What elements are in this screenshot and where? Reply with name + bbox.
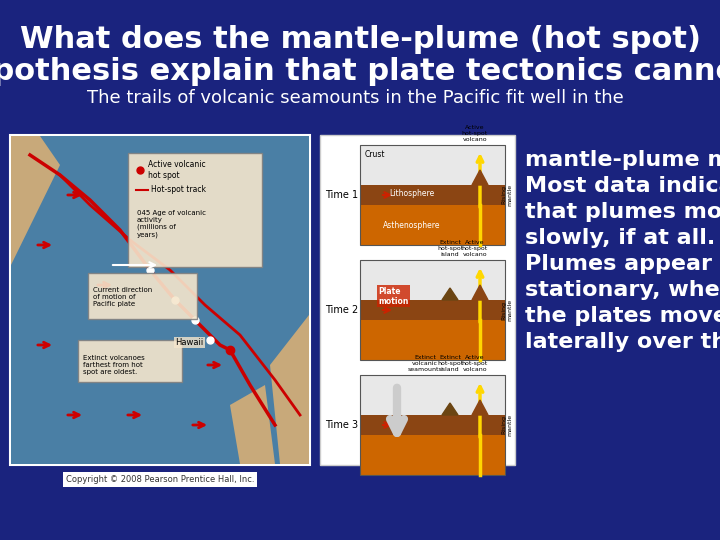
Bar [360, 205, 505, 245]
Bar [11, 136, 309, 464]
Text: Active
hot-spot
volcano: Active hot-spot volcano [462, 125, 488, 142]
Text: Extinct
hot-spot
island: Extinct hot-spot island [437, 240, 463, 257]
Text: Time 3: Time 3 [325, 420, 358, 430]
Text: Rising
mantle: Rising mantle [502, 184, 513, 206]
Text: Current direction
of motion of
Pacific plate: Current direction of motion of Pacific p… [93, 287, 152, 307]
Text: slowly, if at all.: slowly, if at all. [525, 228, 715, 248]
Text: Extinct
volcanic
seamounts: Extinct volcanic seamounts [408, 355, 442, 372]
Text: Lithosphere: Lithosphere [390, 188, 435, 198]
Bar [360, 260, 505, 360]
Polygon shape [270, 315, 309, 464]
FancyBboxPatch shape [10, 135, 310, 465]
Bar [360, 320, 505, 360]
FancyBboxPatch shape [128, 153, 262, 267]
Bar [360, 145, 505, 185]
Bar [360, 300, 505, 320]
Bar [360, 185, 505, 205]
Text: Extinct volcanoes
farthest from hot
spot are oldest.: Extinct volcanoes farthest from hot spot… [83, 355, 145, 375]
Polygon shape [472, 400, 488, 415]
Bar [360, 375, 505, 475]
FancyBboxPatch shape [88, 273, 197, 319]
Polygon shape [472, 170, 488, 185]
Polygon shape [11, 136, 60, 265]
Text: Hawaii: Hawaii [175, 338, 203, 347]
Text: Plumes appear: Plumes appear [525, 254, 712, 274]
Text: Plate
motion: Plate motion [378, 287, 408, 306]
Text: The trails of volcanic seamounts in the Pacific fit well in the: The trails of volcanic seamounts in the … [86, 89, 624, 107]
Bar [360, 145, 505, 245]
Text: the plates move: the plates move [525, 306, 720, 326]
Text: Time 2: Time 2 [325, 305, 359, 315]
Bar [320, 135, 515, 465]
Text: Most data indicates: Most data indicates [525, 176, 720, 196]
Text: Active
hot-spot
volcano: Active hot-spot volcano [462, 355, 488, 372]
FancyBboxPatch shape [78, 340, 182, 382]
Text: Crust: Crust [365, 150, 385, 159]
Text: Asthenosphere: Asthenosphere [383, 220, 441, 230]
Text: Time 1: Time 1 [325, 190, 358, 200]
Text: Active volcanic
hot spot: Active volcanic hot spot [148, 160, 206, 180]
Polygon shape [230, 385, 275, 464]
Bar [360, 260, 505, 300]
Text: Extinct
hot-spot
island: Extinct hot-spot island [437, 355, 463, 372]
Text: laterally over them.: laterally over them. [525, 332, 720, 352]
Text: mantle-plume model.: mantle-plume model. [525, 150, 720, 170]
Text: stationary, whereas: stationary, whereas [525, 280, 720, 300]
Text: that plumes move: that plumes move [525, 202, 720, 222]
Bar [360, 435, 505, 475]
Polygon shape [442, 288, 458, 300]
Polygon shape [442, 403, 458, 415]
Text: hypothesis explain that plate tectonics cannot?: hypothesis explain that plate tectonics … [0, 57, 720, 86]
Polygon shape [472, 285, 488, 300]
Bar [360, 375, 505, 415]
Text: Hot-spot track: Hot-spot track [151, 186, 206, 194]
Text: Rising
mantle: Rising mantle [502, 414, 513, 436]
Text: Copyright © 2008 Pearson Prentice Hall, Inc.: Copyright © 2008 Pearson Prentice Hall, … [66, 475, 254, 484]
Text: 045 Age of volcanic
activity
(millions of
years): 045 Age of volcanic activity (millions o… [137, 210, 206, 238]
Bar [360, 415, 505, 435]
Text: Active
hot-spot
volcano: Active hot-spot volcano [462, 240, 488, 257]
Text: What does the mantle-plume (hot spot): What does the mantle-plume (hot spot) [19, 25, 701, 55]
Text: Rising
mantle: Rising mantle [502, 299, 513, 321]
